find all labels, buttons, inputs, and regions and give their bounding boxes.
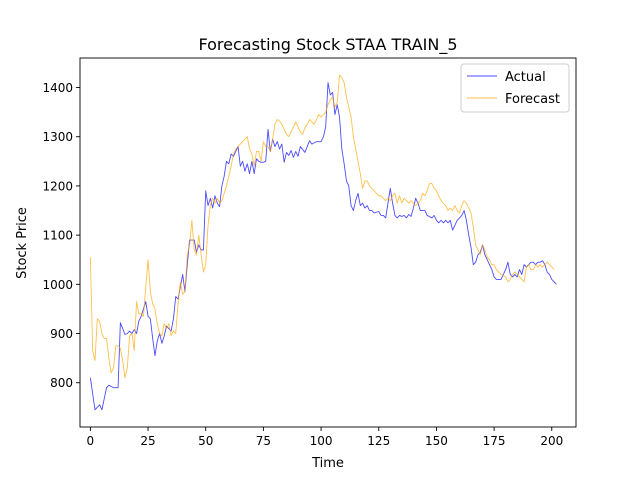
x-axis-label: Time (311, 456, 344, 471)
x-tick-label: 100 (310, 434, 333, 448)
y-tick-label: 1100 (42, 229, 73, 243)
plot-area (89, 74, 557, 411)
chart-title: Forecasting Stock STAA TRAIN_5 (198, 35, 457, 55)
y-axis-label: Stock Price (15, 207, 30, 279)
series-line-forecast (89, 74, 555, 379)
plot-frame (79, 57, 577, 428)
y-tick-label: 1200 (42, 179, 73, 193)
x-tick-label: 175 (483, 434, 506, 448)
x-tick-label: 75 (256, 434, 271, 448)
y-tick-label: 1400 (42, 81, 73, 95)
y-tick-label: 1300 (42, 130, 73, 144)
y-tick-label: 800 (50, 376, 73, 390)
y-tick-label: 1000 (42, 278, 73, 292)
y-tick-label: 900 (50, 327, 73, 341)
x-axis: 0 25 50 75 100 125 150 175 200 (87, 427, 563, 448)
legend: Actual Forecast (460, 63, 570, 113)
y-axis: 800 900 1000 1100 1200 1300 1400 (42, 81, 80, 390)
x-tick-label: 0 (87, 434, 95, 448)
x-tick-label: 150 (425, 434, 448, 448)
x-tick-label: 25 (140, 434, 155, 448)
x-tick-label: 200 (540, 434, 563, 448)
legend-label-forecast: Forecast (505, 92, 560, 107)
x-tick-label: 125 (367, 434, 390, 448)
x-tick-label: 50 (198, 434, 213, 448)
series-line-actual (89, 82, 557, 411)
legend-label-actual: Actual (505, 70, 546, 85)
